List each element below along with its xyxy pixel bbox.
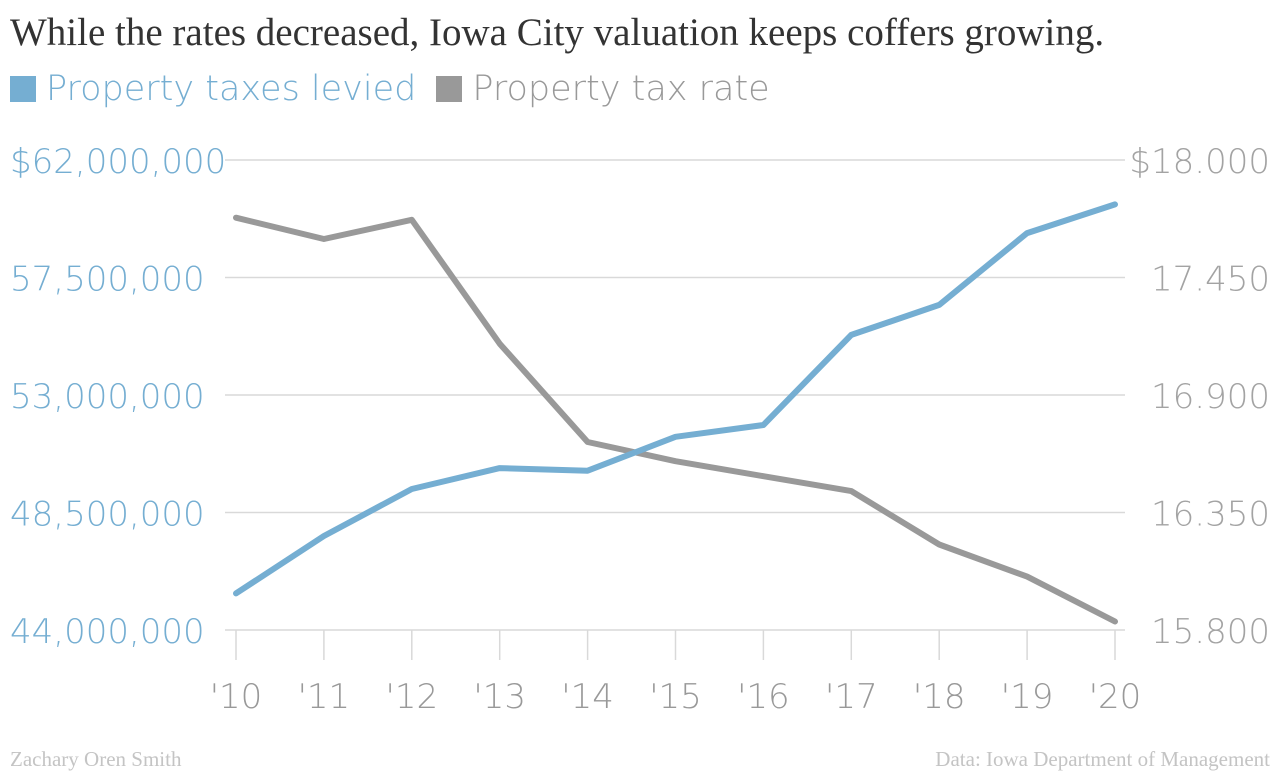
x-tick-label: '16 bbox=[737, 677, 790, 717]
y-right-tick-label: $18.000 bbox=[1129, 142, 1270, 182]
y-left-tick-label: 53,000,000 bbox=[10, 377, 205, 417]
x-tick-label: '14 bbox=[561, 677, 614, 717]
y-right-tick-label: 17.450 bbox=[1151, 260, 1270, 300]
x-tick-label: '10 bbox=[210, 677, 263, 717]
y-right-tick-label: 15.800 bbox=[1151, 612, 1270, 652]
y-left-tick-label: 57,500,000 bbox=[10, 260, 205, 300]
legend-swatch-taxes-levied bbox=[10, 76, 36, 102]
x-tick-label: '15 bbox=[649, 677, 702, 717]
x-tick-label: '20 bbox=[1089, 677, 1142, 717]
x-tick-label: '13 bbox=[473, 677, 526, 717]
y-left-tick-label: $62,000,000 bbox=[10, 142, 226, 182]
y-right-tick-label: 16.900 bbox=[1151, 377, 1270, 417]
legend-label-tax-rate: Property tax rate bbox=[472, 69, 770, 109]
series-line-tax-rate bbox=[233, 214, 1118, 625]
legend-label-taxes-levied: Property taxes levied bbox=[46, 69, 417, 109]
legend-item-tax-rate: Property tax rate bbox=[436, 69, 770, 109]
x-tick-label: '19 bbox=[1001, 677, 1054, 717]
legend-swatch-tax-rate bbox=[436, 76, 463, 102]
series-line-taxes-levied bbox=[233, 201, 1118, 597]
y-left-tick-label: 44,000,000 bbox=[10, 612, 205, 652]
chart-legend: Property taxes levied Property tax rate bbox=[10, 66, 790, 112]
y-right-tick-label: 16.350 bbox=[1151, 495, 1270, 535]
footer-credit: Zachary Oren Smith bbox=[10, 747, 182, 771]
y-left-tick-label: 48,500,000 bbox=[10, 495, 205, 535]
footer-source: Data: Iowa Department of Management bbox=[935, 747, 1270, 771]
x-tick-label: '11 bbox=[298, 677, 351, 717]
x-tick-label: '17 bbox=[825, 677, 878, 717]
chart-title: While the rates decreased, Iowa City val… bbox=[10, 11, 1105, 54]
legend-item-taxes-levied: Property taxes levied bbox=[10, 69, 416, 109]
x-tick-label: '12 bbox=[385, 677, 438, 717]
x-tick-label: '18 bbox=[913, 677, 966, 717]
